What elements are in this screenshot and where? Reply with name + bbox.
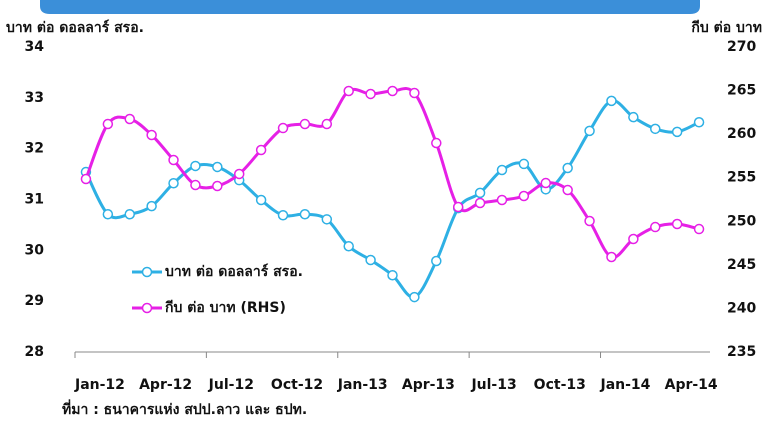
x-tick-label: Apr-14 [665, 377, 718, 393]
x-tick-label: Apr-13 [402, 377, 455, 393]
point [299, 118, 311, 130]
point [80, 173, 92, 185]
point [277, 210, 289, 221]
y2-tick-label: 255 [727, 170, 756, 186]
point [299, 208, 311, 220]
legend-marker [141, 266, 153, 278]
x-tick-label: Jan-12 [74, 377, 125, 393]
x-tick-label: Jan-13 [337, 377, 388, 393]
point [650, 221, 661, 233]
point [540, 177, 552, 189]
y-tick-label: 28 [25, 344, 44, 360]
y-tick-label: 34 [25, 39, 45, 55]
point [409, 87, 420, 99]
point [102, 118, 114, 130]
legend-label: กีบ ต่อ บาท (RHS) [164, 300, 285, 316]
point [562, 162, 573, 174]
point [452, 201, 464, 213]
point [233, 168, 245, 180]
x-tick-label: Oct-13 [534, 377, 586, 393]
point [190, 160, 201, 172]
point [365, 254, 376, 266]
y2-tick-label: 260 [727, 126, 756, 142]
x-tick-label: Jul-13 [470, 377, 516, 393]
point [343, 241, 354, 252]
point [628, 111, 639, 123]
point [168, 177, 179, 189]
y-tick-label: 33 [25, 90, 44, 106]
point [496, 164, 508, 176]
point [474, 187, 486, 199]
point [518, 158, 530, 170]
point [212, 161, 223, 173]
x-tick-label: Jul-12 [208, 377, 254, 393]
point [124, 208, 135, 220]
source: ที่มา : ธนาคารแห่ง สปป.ลาว และ ธปท. [62, 399, 307, 418]
y-axis-title: บาท ต่อ ดอลลาร์ สรอ. [6, 19, 144, 36]
y2-tick-label: 265 [727, 83, 756, 99]
point [474, 197, 486, 209]
x-tick-label: Apr-12 [139, 377, 192, 393]
y-tick-label: 32 [25, 141, 44, 157]
point [584, 125, 595, 137]
y2-axis-title: กีบ ต่อ บาท [691, 20, 762, 36]
point [387, 269, 398, 281]
y2-tick-label: 245 [727, 257, 756, 273]
point [321, 118, 333, 130]
y2-tick-label: 270 [727, 39, 756, 55]
point [584, 215, 595, 227]
point [650, 123, 661, 135]
point [671, 126, 683, 138]
x-tick-label: Jan-14 [600, 377, 651, 393]
header-banner [40, 0, 700, 14]
point [168, 154, 179, 166]
point [693, 116, 705, 128]
point [628, 233, 639, 245]
point [409, 291, 420, 303]
point [124, 113, 135, 125]
y2-tick-label: 235 [727, 344, 756, 360]
point [146, 129, 157, 141]
point [277, 122, 289, 134]
point [606, 251, 617, 263]
point [562, 184, 573, 196]
point [212, 180, 223, 192]
point [146, 200, 157, 212]
point [102, 208, 114, 220]
point [387, 85, 398, 97]
point [321, 214, 333, 225]
point [671, 218, 683, 230]
y-tick-label: 30 [25, 242, 45, 258]
y-tick-label: 29 [25, 293, 44, 309]
point [693, 223, 705, 235]
point [431, 255, 442, 267]
point [431, 137, 442, 149]
x-tick-label: Oct-12 [271, 377, 323, 393]
y2-tick-label: 250 [727, 213, 756, 229]
point [496, 194, 508, 206]
y2-tick-label: 240 [727, 300, 756, 316]
point [343, 85, 354, 97]
point [365, 88, 376, 100]
legend-label: บาท ต่อ ดอลลาร์ สรอ. [165, 263, 303, 280]
point [606, 95, 617, 107]
series-line [84, 87, 700, 259]
point [190, 179, 201, 191]
point [255, 144, 267, 156]
point [255, 194, 267, 206]
point [518, 190, 530, 202]
legend-marker [141, 302, 153, 314]
y-tick-label: 31 [25, 192, 44, 208]
